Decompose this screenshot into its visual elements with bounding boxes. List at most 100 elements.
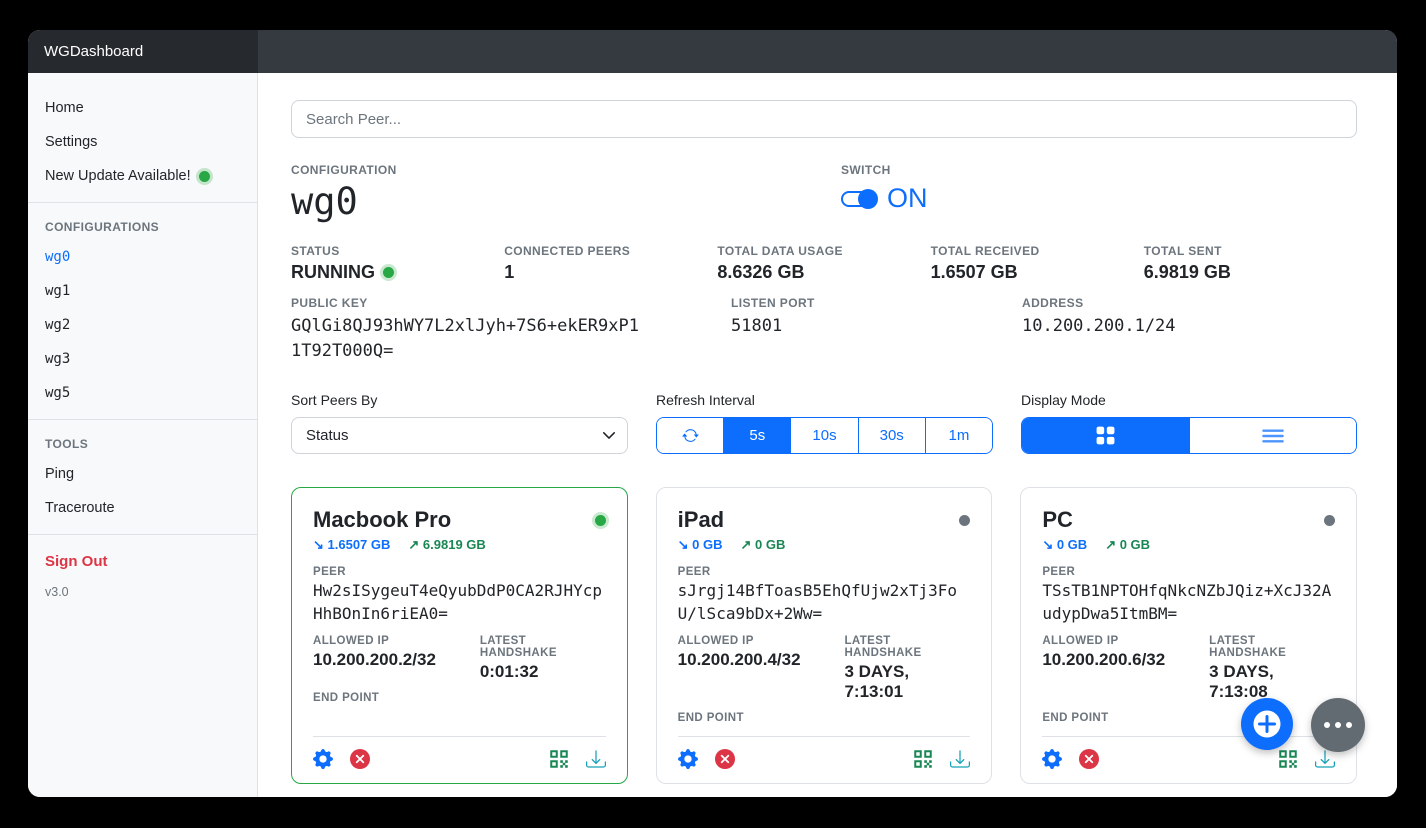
listen-port-block: LISTEN PORT 51801 [731,296,1022,363]
peer-public-key: sJrgj14BfToasB5EhQfUjw2xTj3FoU/lSca9bDx+… [677,581,958,623]
sign-out-link[interactable]: Sign Out [45,553,108,570]
peer-sent: ↗ 0 GB [740,537,786,553]
stat-connected-peers: CONNECTED PEERS 1 [504,244,631,282]
configuration-toggle[interactable] [841,188,878,209]
toggle-knob [858,188,878,209]
ellipsis-icon [1335,722,1341,728]
refresh-interval-control: Refresh Interval 5s 10s 30s 1m [656,392,993,455]
x-circle-icon [1079,749,1100,770]
download-icon [950,750,971,768]
switch-label: SWITCH [841,163,891,177]
refresh-interval-label: Refresh Interval [656,392,755,409]
peer-public-key: Hw2sISygeuT4eQyubDdP0CA2RJHYcpHhBOnIn6ri… [313,581,602,623]
switch-state-label: ON [887,183,928,213]
stat-total-data-usage: TOTAL DATA USAGE 8.6326 GB [717,244,843,282]
display-list-button[interactable] [1188,418,1356,454]
listen-port-value: 51801 [731,316,783,336]
peer-disconnected-dot-icon [959,514,971,526]
peer-sent: ↗ 0 GB [1105,537,1151,553]
peer-latest-handshake: 0:01:32 [479,662,539,682]
peer-delete-button[interactable] [350,749,370,770]
peer-qr-button[interactable] [549,749,569,769]
refresh-now-button[interactable] [657,418,724,454]
peer-name: PC [1042,507,1073,533]
status-running-dot-icon [383,267,394,278]
list-view-icon [1261,429,1284,443]
peer-name: Macbook Pro [313,507,452,533]
public-key-block: PUBLIC KEY GQlGi8QJ93hWY7L2xlJyh+7S6+ekE… [291,296,731,363]
main-content: CONFIGURATION wg0 SWITCH ON [258,73,1397,797]
ellipsis-icon [1324,722,1330,728]
sidebar-item-update[interactable]: New Update Available! [28,159,257,193]
display-mode-label: Display Mode [1021,392,1106,409]
search-input[interactable] [291,100,1357,138]
navbar-spacer [258,30,1397,73]
more-actions-button[interactable] [1311,698,1365,752]
refresh-30s-button[interactable]: 30s [857,418,925,454]
peer-received: ↘ 0 GB [677,537,723,553]
sidebar: Home Settings New Update Available! CONF… [28,73,258,797]
display-grid-button[interactable] [1022,418,1189,454]
refresh-5s-button[interactable]: 5s [723,418,791,454]
peer-delete-button[interactable] [714,749,735,770]
sort-peers-control: Sort Peers By Status [291,392,628,455]
configuration-label: CONFIGURATION [291,163,397,177]
app-brand: WGDashboard [28,30,258,73]
sidebar-item-wg0[interactable]: wg0 [45,249,71,265]
peer-download-button[interactable] [1314,749,1335,769]
add-peer-button[interactable] [1241,698,1293,750]
peer-settings-button[interactable] [677,749,698,770]
sidebar-item-home[interactable]: Home [45,100,84,116]
refresh-icon [681,429,699,443]
peer-download-button[interactable] [585,749,606,769]
sidebar-item-wg3[interactable]: wg3 [45,351,71,367]
refresh-10s-button[interactable]: 10s [790,418,858,454]
update-available-dot-icon [198,170,210,182]
sidebar-divider [28,419,257,420]
peer-settings-button[interactable] [1042,749,1063,770]
peer-allowed-ip: 10.200.200.4/32 [677,650,801,670]
qr-code-icon [549,750,568,769]
ellipsis-icon [1346,722,1352,728]
sort-peers-label: Sort Peers By [291,392,378,409]
download-icon [1314,750,1335,768]
plus-circle-icon [1253,710,1281,738]
peer-qr-button[interactable] [913,749,933,769]
sidebar-item-traceroute[interactable]: Traceroute [45,500,115,516]
address-value: 10.200.200.1/24 [1022,316,1176,336]
display-mode-control: Display Mode [1021,392,1357,455]
peer-delete-button[interactable] [1079,749,1100,770]
peer-card-ipad: iPad ↘ 0 GB ↗ 0 GB PEER sJrgj14BfToasB5E… [655,487,993,785]
gear-icon [677,749,698,770]
peer-qr-button[interactable] [1278,749,1298,769]
card-divider [1042,736,1335,738]
sidebar-item-settings[interactable]: Settings [45,134,98,150]
peer-name: iPad [677,507,725,533]
switch-block: SWITCH ON [841,163,928,223]
peer-settings-button[interactable] [313,749,333,770]
qr-code-icon [914,750,933,769]
sidebar-item-wg2[interactable]: wg2 [45,317,71,333]
sort-peers-select[interactable]: Status [291,417,628,455]
stat-total-received: TOTAL RECEIVED 1.6507 GB [930,244,1040,282]
sidebar-item-ping[interactable]: Ping [45,466,75,482]
peer-public-key: TSsTB1NPTOHfqNkcNZbJQiz+XcJ32AudypDwa5It… [1042,581,1332,623]
display-mode-group [1021,417,1357,455]
peer-card-macbook-pro: Macbook Pro ↘ 1.6507 GB ↗ 6.9819 GB PEER… [291,487,628,785]
peer-card-pc: PC ↘ 0 GB ↗ 0 GB PEER TSsTB1NPTOHfqNkcNZ… [1020,487,1357,785]
refresh-1m-button[interactable]: 1m [924,418,992,454]
version-label: v3.0 [45,585,69,599]
peer-allowed-ip: 10.200.200.6/32 [1042,650,1166,670]
peer-sent: ↗ 6.9819 GB [408,537,486,553]
configuration-name: wg0 [291,180,358,223]
app-window: WGDashboard Home Settings New Update Ava… [28,30,1397,797]
sidebar-item-wg1[interactable]: wg1 [45,283,71,299]
download-icon [585,750,606,768]
configuration-stats: STATUS RUNNING CONNECTED PEERS 1 TOTAL D… [291,244,1357,283]
sidebar-divider [28,534,257,535]
stat-total-sent: TOTAL SENT 6.9819 GB [1143,244,1231,282]
configuration-details: PUBLIC KEY GQlGi8QJ93hWY7L2xlJyh+7S6+ekE… [291,296,1357,363]
sidebar-item-wg5[interactable]: wg5 [45,385,71,401]
peer-disconnected-dot-icon [1323,514,1335,526]
peer-download-button[interactable] [950,749,971,769]
